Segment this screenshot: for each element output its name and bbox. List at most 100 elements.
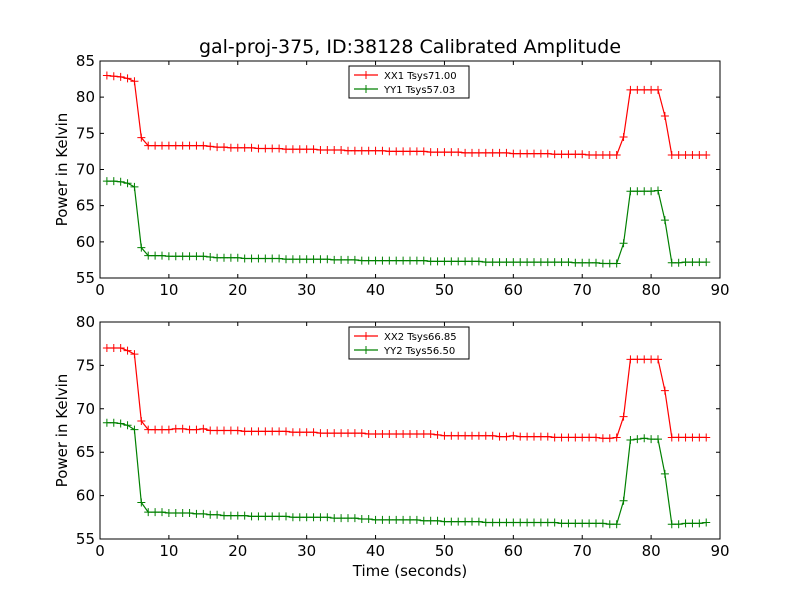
data-point-marker xyxy=(426,516,435,525)
x-tick-label: 40 xyxy=(366,542,385,560)
data-point-marker xyxy=(626,436,635,445)
data-point-marker xyxy=(598,151,607,160)
data-point-marker xyxy=(564,433,573,442)
data-point-marker xyxy=(495,148,504,157)
data-point-marker xyxy=(213,426,222,435)
data-point-marker xyxy=(681,519,690,528)
data-point-marker xyxy=(309,255,318,264)
x-tick-label: 90 xyxy=(710,281,729,299)
data-point-marker xyxy=(640,434,649,443)
data-point-marker xyxy=(647,85,656,94)
data-point-marker xyxy=(536,258,545,267)
data-point-marker xyxy=(240,427,249,436)
data-point-marker xyxy=(357,256,366,265)
legend-label: YY1 Tsys57.03 xyxy=(383,85,455,96)
legend-marker xyxy=(362,346,370,354)
data-point-marker xyxy=(419,516,428,525)
data-point-marker xyxy=(440,257,449,266)
data-point-marker xyxy=(660,469,669,478)
data-point-marker xyxy=(660,386,669,395)
data-point-marker xyxy=(605,434,614,443)
data-point-marker xyxy=(199,424,208,433)
data-point-marker xyxy=(171,424,180,433)
data-point-marker xyxy=(474,517,483,526)
data-point-marker xyxy=(206,510,215,519)
data-point-marker xyxy=(702,518,711,527)
data-point-marker xyxy=(357,146,366,155)
data-point-marker xyxy=(192,425,201,434)
data-point-marker xyxy=(681,258,690,267)
y-tick-label: 65 xyxy=(76,197,95,215)
data-point-marker xyxy=(440,431,449,440)
x-tick-label: 30 xyxy=(297,542,316,560)
data-point-marker xyxy=(316,513,325,522)
data-point-marker xyxy=(619,239,628,248)
data-point-marker xyxy=(509,431,518,440)
data-point-marker xyxy=(116,177,125,186)
y-tick-label: 55 xyxy=(76,530,95,548)
data-point-marker xyxy=(109,344,118,353)
data-point-marker xyxy=(261,512,270,521)
data-point-marker xyxy=(282,255,290,264)
legend-label: XX2 Tsys66.85 xyxy=(384,332,457,343)
data-point-marker xyxy=(688,433,697,442)
data-point-marker xyxy=(557,150,566,159)
data-point-marker xyxy=(337,514,346,523)
data-point-marker xyxy=(406,256,414,265)
data-point-marker xyxy=(302,428,311,437)
data-point-marker xyxy=(474,148,483,157)
data-point-marker xyxy=(199,252,208,261)
data-point-marker xyxy=(530,518,538,527)
data-point-marker xyxy=(385,515,394,524)
data-point-marker xyxy=(640,355,649,364)
data-point-marker xyxy=(302,513,311,522)
x-tick-label: 80 xyxy=(642,542,661,560)
y-tick-label: 70 xyxy=(76,400,95,418)
data-point-marker xyxy=(385,429,394,438)
data-point-marker xyxy=(178,424,187,433)
data-point-marker xyxy=(116,72,125,81)
data-point-marker xyxy=(309,428,318,437)
data-point-marker xyxy=(123,421,132,430)
data-point-marker xyxy=(171,508,180,517)
data-point-marker xyxy=(543,432,552,441)
data-point-marker xyxy=(633,85,642,94)
data-point-marker xyxy=(502,518,511,527)
data-point-marker xyxy=(550,433,559,442)
data-point-marker xyxy=(647,355,656,364)
data-point-marker xyxy=(619,496,628,505)
data-point-marker xyxy=(454,148,463,157)
data-point-marker xyxy=(585,519,594,528)
data-point-marker xyxy=(185,508,194,517)
data-point-marker xyxy=(399,429,408,438)
data-point-marker xyxy=(612,433,621,442)
data-point-marker xyxy=(220,143,228,152)
data-point-marker xyxy=(330,514,339,523)
data-point-marker xyxy=(509,518,518,527)
legend-marker xyxy=(362,332,370,340)
data-point-marker xyxy=(309,513,318,522)
x-tick-label: 40 xyxy=(366,281,385,299)
data-point-marker xyxy=(654,355,662,364)
data-point-marker xyxy=(530,432,538,441)
data-point-marker xyxy=(171,252,180,261)
x-tick-label: 70 xyxy=(573,281,592,299)
data-point-marker xyxy=(426,429,435,438)
data-point-marker xyxy=(240,511,249,520)
data-point-marker xyxy=(206,253,215,262)
x-tick-label: 60 xyxy=(504,281,523,299)
data-point-marker xyxy=(592,433,600,442)
data-point-marker xyxy=(213,143,222,152)
data-point-marker xyxy=(523,258,532,267)
data-point-marker xyxy=(702,433,711,442)
data-point-marker xyxy=(592,519,600,528)
data-point-marker xyxy=(316,429,325,438)
data-point-marker xyxy=(164,508,173,517)
y-tick-label: 60 xyxy=(76,487,95,505)
data-point-marker xyxy=(454,517,463,526)
data-point-marker xyxy=(254,427,263,436)
data-point-marker xyxy=(495,432,504,441)
data-point-marker xyxy=(654,435,662,444)
data-point-marker xyxy=(144,425,153,434)
data-point-marker xyxy=(282,512,290,521)
